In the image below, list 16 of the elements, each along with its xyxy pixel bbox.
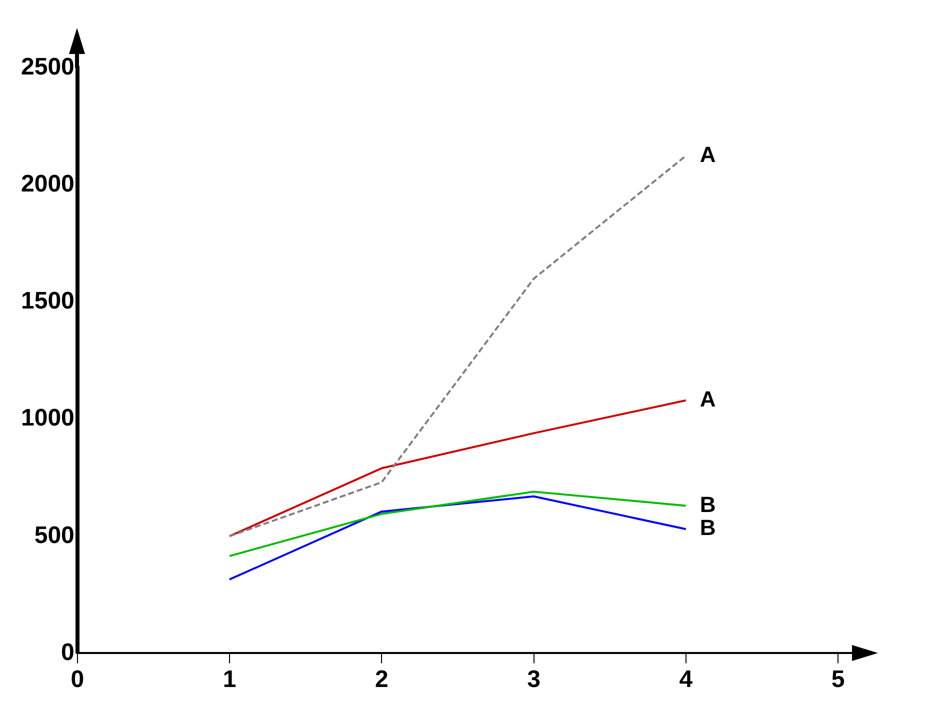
x-tick-label: 4 xyxy=(679,666,694,694)
y-tick-label: 2000 xyxy=(21,170,74,198)
y-tick-label: 1000 xyxy=(21,404,74,432)
line-series xyxy=(228,154,687,538)
x-tick-label: 1 xyxy=(222,666,236,694)
series-label: B xyxy=(700,515,716,540)
series-label: B xyxy=(700,492,716,517)
y-tick-label: 1500 xyxy=(21,288,74,315)
y-tick-label: 2500 xyxy=(21,54,74,81)
y-tick-label: 0 xyxy=(61,638,74,666)
x-tick-label: 2 xyxy=(374,666,388,694)
series-label: A xyxy=(700,142,716,167)
series-label: A xyxy=(700,386,716,412)
y-tick-label: 500 xyxy=(34,522,74,549)
x-tick-label: 5 xyxy=(831,666,845,694)
x-tick-label: 3 xyxy=(527,666,540,694)
